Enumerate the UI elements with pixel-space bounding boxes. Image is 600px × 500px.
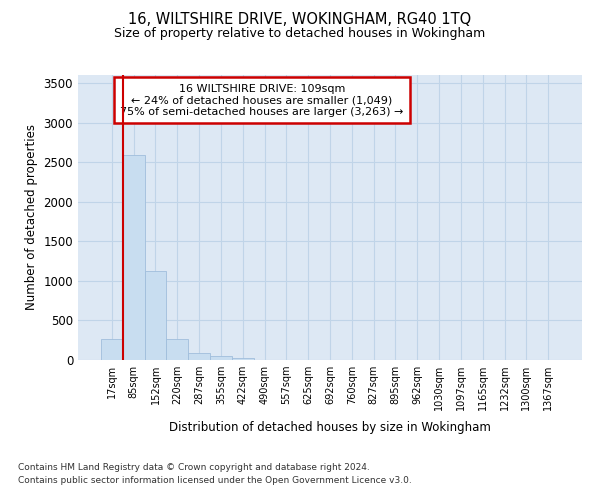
Bar [166, 338, 188, 360]
Y-axis label: Number of detached properties: Number of detached properties [25, 124, 38, 310]
Bar [101, 338, 123, 360]
Bar [188, 353, 210, 360]
Text: Contains public sector information licensed under the Open Government Licence v3: Contains public sector information licen… [18, 476, 412, 485]
Text: Contains HM Land Registry data © Crown copyright and database right 2024.: Contains HM Land Registry data © Crown c… [18, 462, 370, 471]
Bar [232, 358, 254, 360]
Text: Size of property relative to detached houses in Wokingham: Size of property relative to detached ho… [115, 28, 485, 40]
X-axis label: Distribution of detached houses by size in Wokingham: Distribution of detached houses by size … [169, 422, 491, 434]
Bar [210, 356, 232, 360]
Text: 16, WILTSHIRE DRIVE, WOKINGHAM, RG40 1TQ: 16, WILTSHIRE DRIVE, WOKINGHAM, RG40 1TQ [128, 12, 472, 28]
Text: 16 WILTSHIRE DRIVE: 109sqm
← 24% of detached houses are smaller (1,049)
75% of s: 16 WILTSHIRE DRIVE: 109sqm ← 24% of deta… [120, 84, 404, 116]
Bar [123, 155, 145, 360]
Bar [145, 270, 166, 360]
